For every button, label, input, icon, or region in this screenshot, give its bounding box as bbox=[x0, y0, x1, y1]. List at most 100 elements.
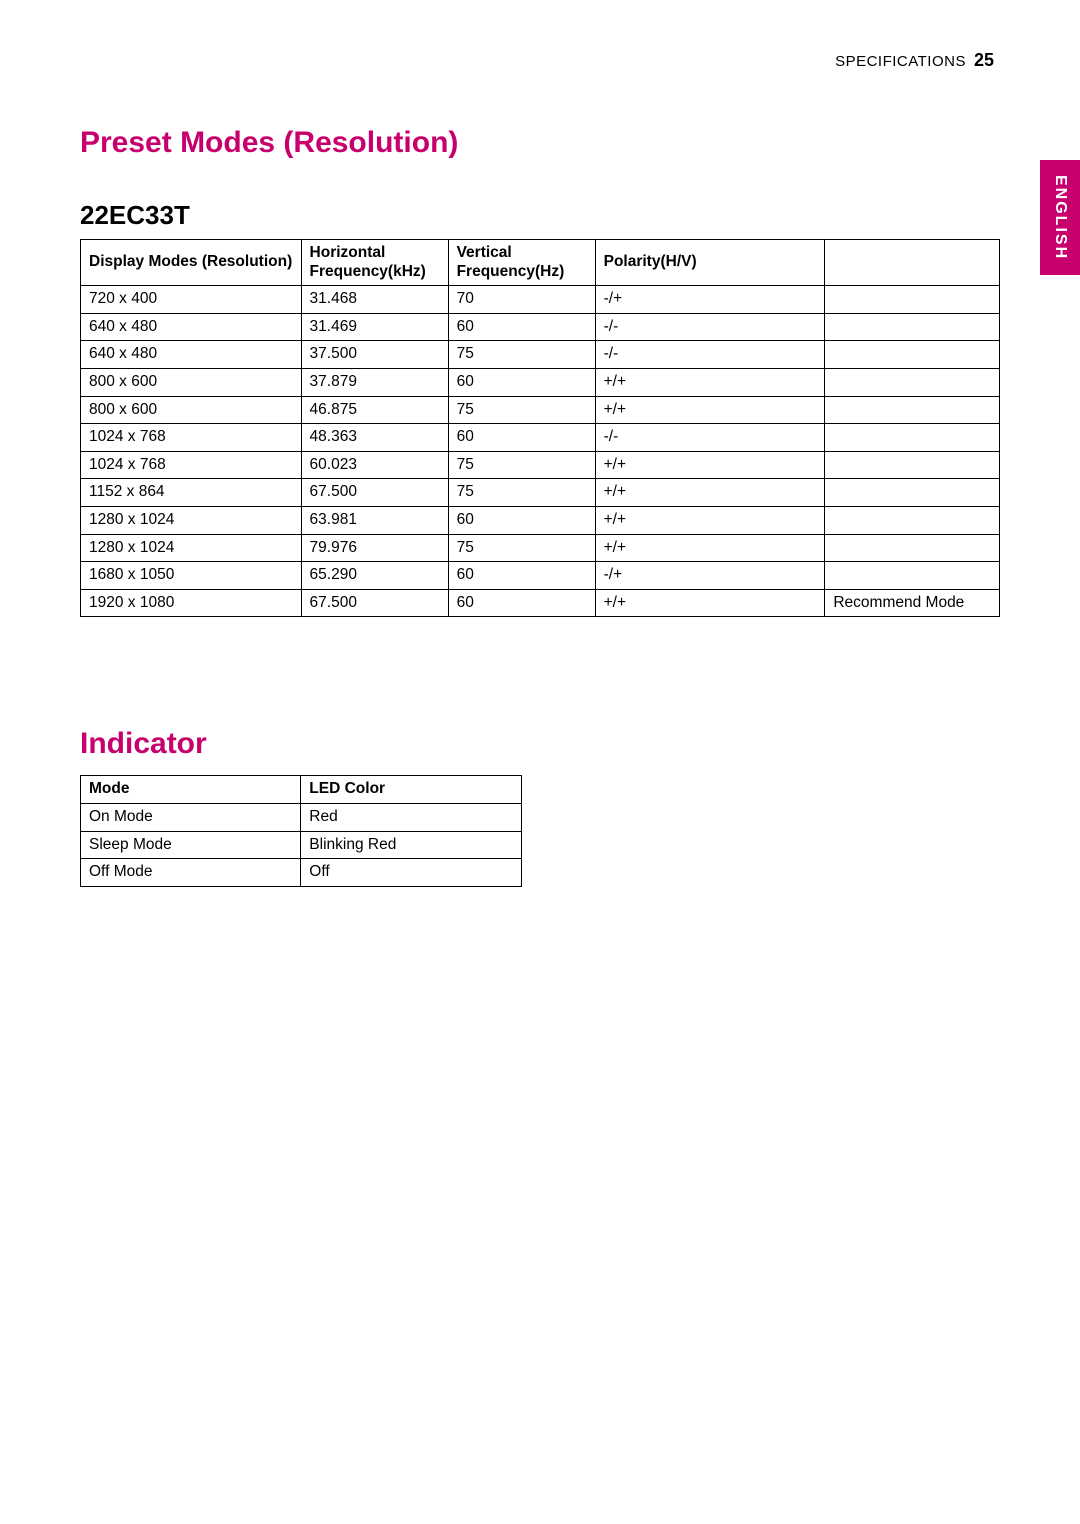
table-cell: 800 x 600 bbox=[81, 368, 302, 396]
table-cell: 640 x 480 bbox=[81, 313, 302, 341]
page-header: SPECIFICATIONS 25 bbox=[80, 50, 994, 71]
table-cell: 800 x 600 bbox=[81, 396, 302, 424]
table-cell: 37.879 bbox=[301, 368, 448, 396]
table-cell: -/+ bbox=[595, 286, 825, 314]
indicator-table-body: On ModeRedSleep ModeBlinking RedOff Mode… bbox=[81, 803, 522, 886]
table-cell: 67.500 bbox=[301, 479, 448, 507]
table-cell: Sleep Mode bbox=[81, 831, 301, 859]
table-row: 1680 x 105065.29060-/+ bbox=[81, 562, 1000, 590]
indicator-table-header-row: Mode LED Color bbox=[81, 776, 522, 804]
table-cell: 640 x 480 bbox=[81, 341, 302, 369]
table-cell: 60 bbox=[448, 589, 595, 617]
table-cell: 31.469 bbox=[301, 313, 448, 341]
table-cell bbox=[825, 341, 1000, 369]
header-page-number: 25 bbox=[974, 50, 994, 71]
table-row: 1024 x 76848.36360-/- bbox=[81, 424, 1000, 452]
table-row: 1024 x 76860.02375+/+ bbox=[81, 451, 1000, 479]
table-cell: -/- bbox=[595, 341, 825, 369]
table-row: Off ModeOff bbox=[81, 859, 522, 887]
table-cell: 60.023 bbox=[301, 451, 448, 479]
table-cell bbox=[825, 286, 1000, 314]
table-cell: 70 bbox=[448, 286, 595, 314]
table-cell bbox=[825, 313, 1000, 341]
table-row: 720 x 40031.46870-/+ bbox=[81, 286, 1000, 314]
table-cell: 1680 x 1050 bbox=[81, 562, 302, 590]
table-cell: 65.290 bbox=[301, 562, 448, 590]
col-resolution: Display Modes (Resolution) bbox=[81, 240, 302, 286]
table-cell: 75 bbox=[448, 534, 595, 562]
table-cell: +/+ bbox=[595, 589, 825, 617]
table-cell: Red bbox=[301, 803, 521, 831]
table-cell: 75 bbox=[448, 451, 595, 479]
table-cell: 46.875 bbox=[301, 396, 448, 424]
table-cell bbox=[825, 506, 1000, 534]
table-cell bbox=[825, 562, 1000, 590]
table-cell: 1024 x 768 bbox=[81, 451, 302, 479]
table-cell: 37.500 bbox=[301, 341, 448, 369]
table-cell: 1280 x 1024 bbox=[81, 506, 302, 534]
table-cell: 75 bbox=[448, 396, 595, 424]
table-cell: 60 bbox=[448, 313, 595, 341]
table-cell bbox=[825, 451, 1000, 479]
table-cell: Off Mode bbox=[81, 859, 301, 887]
table-row: 1920 x 108067.50060+/+Recommend Mode bbox=[81, 589, 1000, 617]
table-cell: Off bbox=[301, 859, 521, 887]
table-row: Sleep ModeBlinking Red bbox=[81, 831, 522, 859]
table-cell: +/+ bbox=[595, 479, 825, 507]
preset-modes-table: Display Modes (Resolution) Horizontal Fr… bbox=[80, 239, 1000, 617]
language-tab-label: ENGLISH bbox=[1051, 175, 1069, 260]
table-cell bbox=[825, 424, 1000, 452]
table-cell: 1920 x 1080 bbox=[81, 589, 302, 617]
table-cell: Recommend Mode bbox=[825, 589, 1000, 617]
table-cell: 79.976 bbox=[301, 534, 448, 562]
table-row: 1280 x 102463.98160+/+ bbox=[81, 506, 1000, 534]
indicator-title: Indicator bbox=[80, 727, 1000, 761]
table-cell: 67.500 bbox=[301, 589, 448, 617]
col-vfreq: Vertical Frequency(Hz) bbox=[448, 240, 595, 286]
table-cell: -/- bbox=[595, 424, 825, 452]
table-row: 800 x 60046.87575+/+ bbox=[81, 396, 1000, 424]
table-cell: 31.468 bbox=[301, 286, 448, 314]
table-cell bbox=[825, 396, 1000, 424]
table-cell: 75 bbox=[448, 479, 595, 507]
table-cell bbox=[825, 534, 1000, 562]
table-cell: 75 bbox=[448, 341, 595, 369]
col-note bbox=[825, 240, 1000, 286]
table-cell: 720 x 400 bbox=[81, 286, 302, 314]
table-cell: 60 bbox=[448, 368, 595, 396]
table-cell bbox=[825, 479, 1000, 507]
col-hfreq: Horizontal Frequency(kHz) bbox=[301, 240, 448, 286]
col-polarity: Polarity(H/V) bbox=[595, 240, 825, 286]
language-tab: ENGLISH bbox=[1040, 160, 1080, 275]
indicator-table: Mode LED Color On ModeRedSleep ModeBlink… bbox=[80, 775, 522, 886]
table-cell: +/+ bbox=[595, 396, 825, 424]
table-row: 640 x 48037.50075-/- bbox=[81, 341, 1000, 369]
table-cell: Blinking Red bbox=[301, 831, 521, 859]
table-cell: -/+ bbox=[595, 562, 825, 590]
table-cell: 48.363 bbox=[301, 424, 448, 452]
col-mode: Mode bbox=[81, 776, 301, 804]
table-cell: -/- bbox=[595, 313, 825, 341]
table-cell: 63.981 bbox=[301, 506, 448, 534]
table-cell: 1024 x 768 bbox=[81, 424, 302, 452]
table-cell: 60 bbox=[448, 562, 595, 590]
table-cell: +/+ bbox=[595, 368, 825, 396]
preset-modes-title: Preset Modes (Resolution) bbox=[80, 126, 1000, 160]
table-cell: 60 bbox=[448, 506, 595, 534]
table-cell: On Mode bbox=[81, 803, 301, 831]
table-row: 640 x 48031.46960-/- bbox=[81, 313, 1000, 341]
table-row: 1280 x 102479.97675+/+ bbox=[81, 534, 1000, 562]
preset-table-header-row: Display Modes (Resolution) Horizontal Fr… bbox=[81, 240, 1000, 286]
header-section-label: SPECIFICATIONS bbox=[835, 53, 966, 70]
table-cell: 1280 x 1024 bbox=[81, 534, 302, 562]
table-cell: +/+ bbox=[595, 451, 825, 479]
table-row: 1152 x 86467.50075+/+ bbox=[81, 479, 1000, 507]
col-ledcolor: LED Color bbox=[301, 776, 521, 804]
table-row: 800 x 60037.87960+/+ bbox=[81, 368, 1000, 396]
table-cell: +/+ bbox=[595, 534, 825, 562]
table-row: On ModeRed bbox=[81, 803, 522, 831]
model-name: 22EC33T bbox=[80, 200, 1000, 231]
table-cell: 1152 x 864 bbox=[81, 479, 302, 507]
table-cell bbox=[825, 368, 1000, 396]
table-cell: +/+ bbox=[595, 506, 825, 534]
